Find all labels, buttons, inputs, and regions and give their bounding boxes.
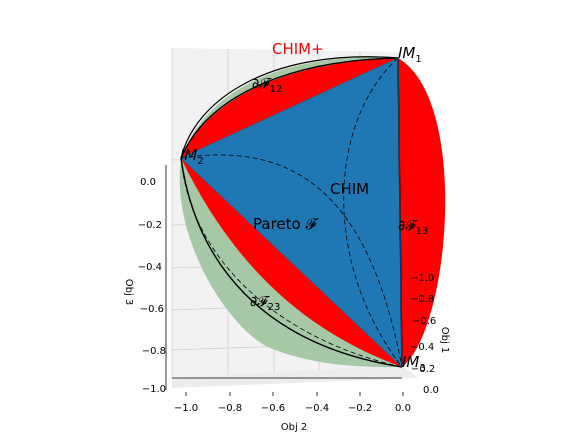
obj3-tick-label: −0.4: [138, 262, 162, 273]
pareto-triangle: [181, 58, 402, 367]
obj1-tick-label: 0.0: [423, 385, 439, 396]
obj3-tick-label: −0.8: [142, 346, 166, 357]
obj2-tick-label: 0.0: [395, 403, 411, 414]
chim-label: CHIM: [330, 180, 369, 198]
boundary-f12: [180, 57, 399, 159]
axis-lines: [165, 165, 402, 390]
obj3-axis-label: Obj 3: [123, 279, 134, 306]
obj3-tick-label: 0.0: [140, 177, 156, 188]
im3-label: IM3: [402, 353, 426, 374]
obj2-tick-label: −0.8: [218, 403, 242, 414]
dashed-curve-1: [180, 154, 403, 368]
obj3-tick-label: −0.6: [140, 304, 164, 315]
obj2-tick-label: −1.0: [174, 403, 198, 414]
im1-label: IM1: [398, 44, 422, 65]
obj1-tick-label: −1.0: [410, 273, 434, 284]
triangle-edges: [180, 57, 403, 368]
im2-label: IM2: [180, 146, 204, 167]
pareto-label: Pareto 𝓕: [253, 215, 319, 233]
obj1-tick-label: −0.2: [411, 364, 435, 375]
obj2-tick-label: −0.4: [305, 403, 329, 414]
obj3-ticks: 0.0 −0.2 −0.4 −0.6 −0.8 −1.0: [138, 177, 166, 395]
f12-label: ∂𝓕12: [252, 76, 282, 95]
outer-arc: [180, 56, 399, 159]
obj1-axis-label: Obj 1: [439, 327, 450, 354]
obj3-tick-label: −1.0: [142, 384, 166, 395]
obj1-ticks: 0.0 −0.2 −0.4 −0.6 −0.8 −1.0: [410, 273, 439, 396]
dashed-curve-2: [180, 157, 403, 368]
obj2-tick-label: −0.6: [261, 403, 285, 414]
f13-label: ∂𝓕13: [398, 218, 428, 237]
obj2-axis-label: Obj 2: [281, 422, 308, 432]
obj2-tick-label: −0.2: [348, 403, 372, 414]
obj1-tick-label: −0.6: [412, 316, 436, 327]
boundary-f23: [180, 157, 403, 368]
obj2-ticks: −1.0 −0.8 −0.6 −0.4 −0.2 0.0: [174, 392, 411, 414]
chim-plus-region-13: [398, 58, 446, 367]
obj3-tick-label: −0.2: [138, 220, 162, 231]
dashed-curve-3: [343, 57, 403, 368]
floor-pane: [172, 365, 418, 388]
sphere-surface-region: [179, 57, 402, 368]
obj1-tick-label: −0.4: [410, 342, 434, 353]
chim-plus-label: CHIM+: [272, 40, 324, 58]
f23-label: ∂𝓕23: [250, 294, 280, 313]
obj1-tick-label: −0.8: [410, 294, 434, 305]
